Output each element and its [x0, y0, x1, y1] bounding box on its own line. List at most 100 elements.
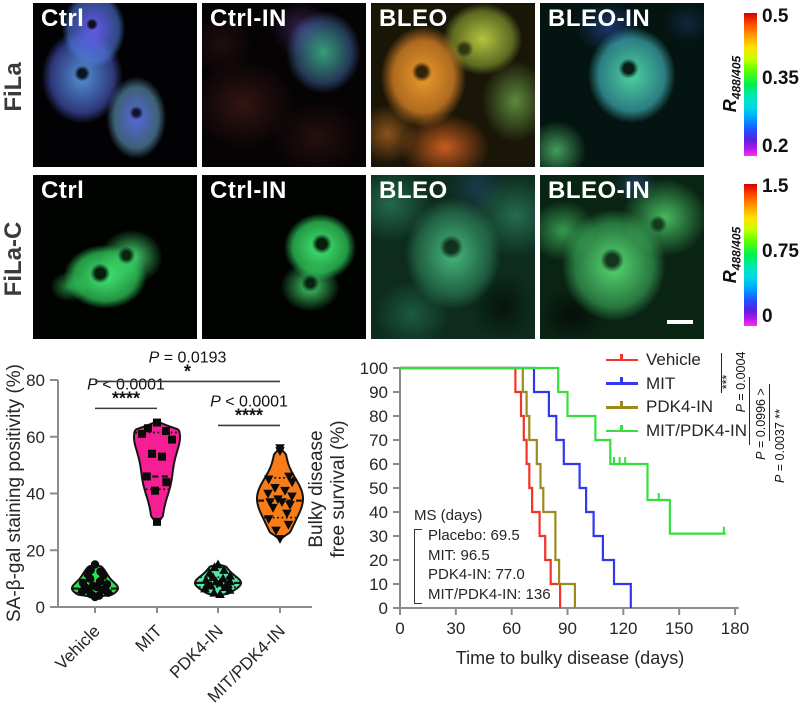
ms-line-placebo: Placebo: 69.5	[428, 526, 520, 544]
data-point-square	[158, 452, 166, 461]
row-label-fila-c: FiLa-C	[0, 221, 27, 297]
bracket-icon	[414, 528, 422, 604]
legend-label: MIT/PDK4-IN	[646, 420, 748, 440]
comparison-pvalue: P = 0.0004	[734, 351, 748, 413]
p-symbol: P	[87, 376, 98, 393]
km-curve-Vehicle	[400, 366, 562, 608]
legend-label: PDK4-IN	[646, 397, 714, 417]
micro-panel-filac-ctrl-in: Ctrl-IN	[202, 175, 366, 339]
colorbar1-tick-top: 0.5	[762, 6, 789, 27]
colorbar1-label: R488/405	[720, 36, 744, 132]
panel-label: BLEO-IN	[548, 5, 651, 32]
x-tick-label: 60	[502, 619, 521, 638]
data-point-triangle-up	[209, 562, 220, 572]
significance-stars: *	[184, 361, 191, 381]
data-point-triangle-up	[215, 577, 225, 587]
km-curve-PDK4-IN	[400, 366, 576, 608]
comparison-bracket-3	[769, 384, 770, 441]
comparison-2: P = 0.0996 >	[754, 372, 768, 476]
median-survival-box: MS (days) Placebo: 69.5 MIT: 96.5 PDK4-I…	[414, 506, 551, 605]
data-point-square	[168, 435, 176, 444]
micro-panel-fila-bleo: BLEO	[371, 3, 535, 167]
data-point-triangle-down	[263, 489, 273, 499]
legend-item-mit: MIT	[606, 372, 747, 396]
data-point-triangle-down	[277, 498, 287, 508]
p-rest: < 0.0001	[98, 376, 165, 393]
ms-title: MS (days)	[414, 507, 483, 524]
panel-label: Ctrl-IN	[210, 177, 287, 204]
p-symbol: P	[149, 349, 160, 366]
ratio-symbol: R	[720, 99, 740, 113]
x-tick-label: 30	[446, 619, 465, 638]
x-tick-label: 120	[609, 619, 637, 638]
data-point-circle	[85, 574, 95, 583]
km-curve-swatch	[606, 400, 638, 409]
colorbar-row2	[744, 184, 757, 326]
p-symbol: P	[210, 393, 221, 410]
x-tick-label: 90	[558, 619, 577, 638]
legend-label: Vehicle	[646, 349, 701, 369]
km-legend: Vehicle MIT PDK4-IN MIT/PDK4-IN	[606, 348, 747, 443]
ratio-subscript: 488/405	[729, 226, 744, 271]
data-point-square	[151, 486, 159, 495]
violin-y-axis-label: SA-β-gal staining positivity (%)	[4, 364, 25, 623]
legend-item-vehicle: Vehicle	[606, 348, 747, 372]
legend-label: MIT	[646, 373, 676, 393]
panel-label: BLEO	[379, 5, 448, 32]
data-point-square	[162, 427, 170, 436]
micro-panel-filac-bleo-in: BLEO-IN	[540, 175, 704, 339]
panel-label: BLEO-IN	[548, 177, 651, 204]
data-point-triangle-down	[268, 503, 278, 513]
y-tick-label: 10	[369, 575, 388, 594]
micro-panel-filac-ctrl: Ctrl	[33, 175, 197, 339]
y-tick-label: 70	[369, 431, 388, 450]
km-curve-swatch	[606, 353, 638, 362]
data-point-triangle-up	[206, 580, 216, 590]
data-point-triangle-down	[287, 478, 297, 488]
km-curve-MIT	[400, 366, 632, 608]
y-tick-label: 40	[26, 485, 45, 504]
data-point-triangle-down	[270, 484, 280, 493]
colorbar1-tick-bottom: 0.2	[762, 136, 789, 157]
data-point-triangle-down	[287, 492, 297, 502]
comparison-bracket-1	[721, 353, 722, 393]
x-category-label: PDK4-IN	[166, 621, 227, 682]
x-category-label: Vehicle	[52, 621, 104, 673]
data-point-circle	[77, 587, 87, 596]
significance-stars: ****	[112, 388, 140, 408]
km-curve-swatch	[606, 377, 638, 385]
data-point-triangle-down	[275, 447, 285, 456]
data-point-triangle-up	[219, 565, 229, 574]
data-point-triangle-down	[284, 472, 294, 482]
data-point-triangle-down	[273, 495, 283, 505]
data-point-triangle-up	[215, 589, 225, 599]
comparison-stars: >	[754, 388, 768, 396]
ms-line-mit: MIT: 96.5	[428, 546, 490, 564]
data-point-square	[148, 449, 156, 458]
data-point-square	[153, 418, 161, 427]
comparison-1: *** P = 0.0004	[720, 342, 748, 422]
p-value-label: P < 0.0001	[210, 393, 288, 410]
data-point-triangle-down	[265, 498, 275, 508]
censor-tick-icon	[620, 353, 623, 360]
km-y-axis-label-line1: Bulky disease	[306, 430, 327, 548]
km-chart: 0 10 20 30 40 50 60 70 80 90 100 0 30 60 90 120 150 180	[360, 359, 750, 638]
data-point-square	[138, 429, 146, 438]
panel-label: Ctrl	[41, 5, 85, 32]
comparison-bracket-2	[749, 377, 750, 445]
micro-panel-fila-bleo-in: BLEO-IN	[540, 3, 704, 167]
ms-line-mit-pdk4-in: MIT/PDK4-IN: 136	[428, 586, 551, 604]
y-tick-label: 90	[369, 383, 388, 402]
data-point-triangle-down	[263, 475, 274, 485]
p-rest: < 0.0001	[221, 393, 288, 410]
censor-tick-icon	[620, 377, 623, 384]
km-y-axis-label-line2: free survival (%)	[328, 420, 349, 558]
data-point-triangle-down	[280, 486, 290, 496]
data-point-triangle-down	[283, 520, 294, 530]
micro-panel-filac-bleo: BLEO	[371, 175, 535, 339]
y-tick-label: 80	[369, 407, 388, 426]
significance-stars: ****	[235, 405, 263, 425]
km-x-axis-label: Time to bulky disease (days)	[455, 648, 685, 668]
